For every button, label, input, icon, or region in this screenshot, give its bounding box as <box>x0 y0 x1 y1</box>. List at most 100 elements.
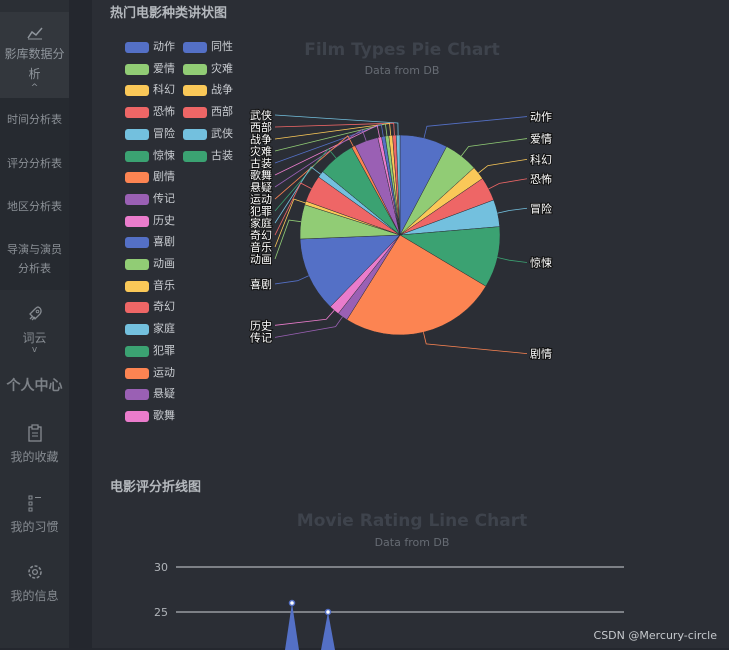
pie-slice-label: 战争 <box>250 132 272 146</box>
legend-swatch <box>125 63 149 75</box>
sidebar-item-time-analysis[interactable]: 时间分析表 <box>0 98 69 142</box>
pie-leader-line <box>423 332 528 355</box>
legend-swatch <box>125 107 149 119</box>
pie-slice-label: 剧情 <box>530 348 552 361</box>
legend-label: 动画 <box>153 257 175 270</box>
legend-label: 历史 <box>153 213 175 227</box>
sidebar-item-rating-analysis[interactable]: 评分分析表 <box>0 142 69 185</box>
pie-leader-line <box>497 207 528 214</box>
legend-label: 冒险 <box>153 126 175 140</box>
pie-leader-line <box>274 219 301 260</box>
pie-slice[interactable] <box>396 134 401 236</box>
pie-slice-label: 历史 <box>250 319 272 332</box>
sidebar: 影库数据分 析 ^ 时间分析表 评分分析表 地区分析表 导演与演员 分析表 词云… <box>0 0 69 648</box>
legend-swatch <box>125 215 149 227</box>
pie-chart-subtitle: Data from DB <box>364 64 440 77</box>
nav-group-label-line1: 影库数据分 <box>4 47 65 61</box>
legend-label: 喜剧 <box>153 235 175 249</box>
nav-group-label-line2: 析 <box>28 67 41 81</box>
pie-leader-line <box>274 135 354 200</box>
legend-label: 灾难 <box>211 61 233 75</box>
pie-leader-line <box>488 178 528 190</box>
legend-swatch <box>125 324 149 336</box>
pie-slice-label: 悬疑 <box>250 181 272 194</box>
legend-label: 动作 <box>153 40 175 53</box>
pie-leader-line <box>274 148 337 212</box>
legend-label: 音乐 <box>153 278 175 292</box>
y-tick-label: 30 <box>154 561 168 574</box>
pie-leader-line <box>478 158 528 174</box>
line-point[interactable] <box>324 608 332 616</box>
pie-slice-label: 爱情 <box>530 133 552 146</box>
nav-item-habits[interactable]: 我的习惯 <box>0 494 69 535</box>
nav-item-info[interactable]: 我的信息 <box>0 563 69 604</box>
sidebar-item-label-line2: 分析表 <box>18 262 51 275</box>
legend-swatch <box>183 107 207 119</box>
legend-label: 家庭 <box>153 322 175 336</box>
pie-slice-label: 奇幻 <box>250 229 272 242</box>
legend-swatch <box>125 367 149 379</box>
rocket-icon <box>0 305 69 329</box>
legend-label: 奇幻 <box>153 300 175 314</box>
pie-leader-line <box>497 257 528 263</box>
legend-label: 西部 <box>211 105 233 119</box>
personal-center-heading: 个人中心 <box>6 378 63 394</box>
legend-swatch <box>125 259 149 270</box>
nav-group-movie-data-analysis[interactable]: 影库数据分 析 ^ <box>0 12 69 98</box>
legend-label: 爱情 <box>153 61 175 75</box>
sidebar-item-director-actor-analysis[interactable]: 导演与演员 分析表 <box>0 228 69 290</box>
pie-leader-line <box>274 114 399 136</box>
legend-swatch <box>183 63 207 75</box>
pie-leader-line <box>274 124 384 164</box>
legend-swatch <box>125 389 149 401</box>
legend-label: 悬疑 <box>153 387 175 401</box>
pie-leader-line <box>274 123 392 140</box>
legend-swatch <box>125 172 149 184</box>
legend-label: 武侠 <box>211 126 233 140</box>
pie-leader-line <box>274 310 335 326</box>
legend-swatch <box>125 345 149 357</box>
legend-label: 恐怖 <box>153 105 175 119</box>
pie-slice-label: 喜剧 <box>250 278 272 291</box>
legend-swatch <box>183 42 207 53</box>
pie-slice-label: 惊悚 <box>530 255 552 269</box>
nav-item-wordcloud-label: 词云 <box>22 331 47 345</box>
legend-swatch <box>125 302 149 314</box>
pie-slice-label: 音乐 <box>250 240 272 254</box>
pie-leader-line <box>274 198 306 248</box>
line-chart-subtitle: Data from DB <box>374 536 450 549</box>
clipboard-icon <box>0 424 69 448</box>
legend-label: 战争 <box>211 83 233 97</box>
list-icon <box>0 494 69 518</box>
legend-swatch <box>125 280 149 292</box>
line-series-segment <box>285 603 299 650</box>
pie-slice-label: 西部 <box>250 120 272 134</box>
pie-slice-label: 歌舞 <box>250 168 272 182</box>
legend-swatch <box>183 85 207 97</box>
pie-slice-label: 传记 <box>250 331 272 344</box>
legend-swatch <box>125 193 149 205</box>
line-panel-heading: 电影评分折线图 <box>110 480 202 495</box>
pie-leader-line <box>274 123 388 152</box>
pie-slice-label: 运动 <box>250 193 272 206</box>
nav-item-info-label: 我的信息 <box>10 589 59 603</box>
pie-slice-label: 家庭 <box>250 216 272 230</box>
nav-item-wordcloud[interactable]: 词云 v <box>0 305 69 355</box>
line-chart-title: Movie Rating Line Chart <box>296 511 528 531</box>
nav-item-habits-label: 我的习惯 <box>10 520 59 534</box>
legend-swatch <box>125 42 149 53</box>
pie-leader-line <box>423 116 528 138</box>
line-series-segment <box>321 612 335 650</box>
legend-swatch <box>183 128 207 140</box>
line-point[interactable] <box>288 599 296 607</box>
pie-slice[interactable] <box>299 234 401 308</box>
chart-panel: 热门电影种类讲状图 动作 爱情 科幻 恐怖 冒险 惊悚 剧情 传记 历史 喜剧 动画 音乐 奇幻 家庭 犯罪… <box>92 0 729 650</box>
pie-slice-label: 犯罪 <box>250 205 272 218</box>
chevron-down-icon: v <box>31 345 38 355</box>
nav-item-favorites[interactable]: 我的收藏 <box>0 424 69 465</box>
legend-label: 科幻 <box>153 83 175 97</box>
legend-swatch <box>125 150 149 162</box>
pie-leader-line <box>274 124 380 176</box>
sidebar-item-region-analysis[interactable]: 地区分析表 <box>0 185 69 228</box>
